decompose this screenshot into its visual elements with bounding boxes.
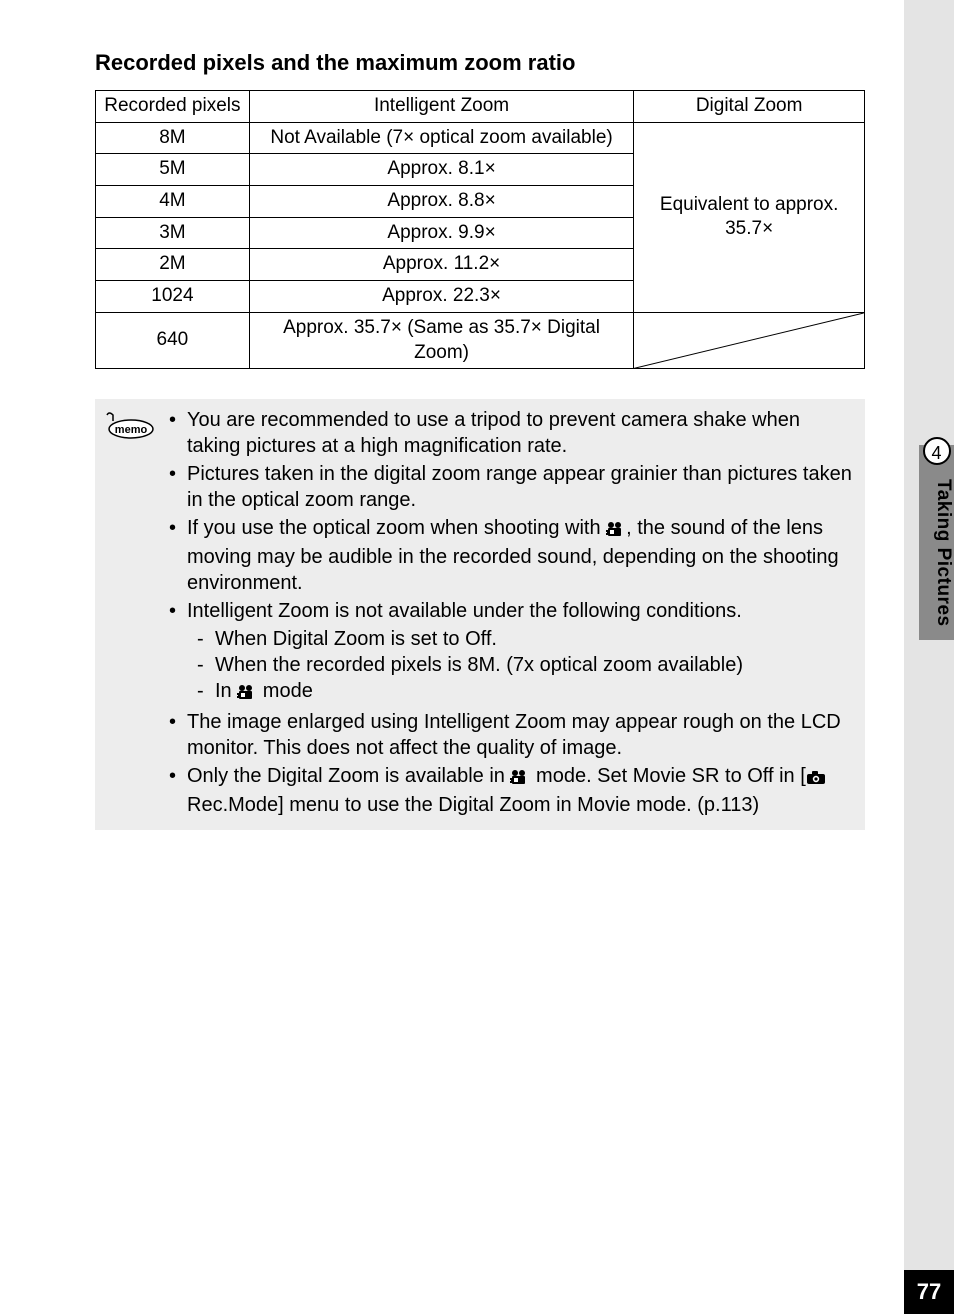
- cell-pixels: 2M: [96, 249, 250, 281]
- page-content: Recorded pixels and the maximum zoom rat…: [95, 50, 865, 830]
- memo-subitem: In mode: [197, 678, 855, 707]
- chapter-number-badge: 4: [923, 437, 951, 465]
- memo-item: Pictures taken in the digital zoom range…: [169, 461, 855, 513]
- cell-intelligent-zoom: Approx. 11.2×: [249, 249, 634, 281]
- cell-pixels: 5M: [96, 154, 250, 186]
- svg-text:memo: memo: [115, 424, 148, 436]
- page-number: 77: [904, 1270, 954, 1314]
- movie-mode-icon: [510, 766, 530, 792]
- section-heading: Recorded pixels and the maximum zoom rat…: [95, 50, 865, 76]
- cell-intelligent-zoom: Not Available (7× optical zoom available…: [249, 122, 634, 154]
- side-tab-strip: 4 Taking Pictures: [904, 0, 954, 1270]
- cell-intelligent-zoom: Approx. 22.3×: [249, 281, 634, 313]
- memo-item: The image enlarged using Intelligent Zoo…: [169, 709, 855, 761]
- camera-icon: [806, 766, 826, 792]
- cell-intelligent-zoom: Approx. 8.8×: [249, 186, 634, 218]
- movie-mode-icon: [237, 681, 257, 707]
- cell-digital-zoom: Equivalent to approx. 35.7×: [634, 122, 865, 312]
- table-header-row: Recorded pixels Intelligent Zoom Digital…: [96, 91, 865, 123]
- cell-intelligent-zoom: Approx. 35.7× (Same as 35.7× Digital Zoo…: [249, 312, 634, 368]
- memo-item: You are recommended to use a tripod to p…: [169, 407, 855, 459]
- memo-item: Only the Digital Zoom is available in mo…: [169, 763, 855, 818]
- memo-subitem: When Digital Zoom is set to Off.: [197, 626, 855, 652]
- cell-pixels: 4M: [96, 186, 250, 218]
- cell-pixels: 3M: [96, 217, 250, 249]
- table-row: 8MNot Available (7× optical zoom availab…: [96, 122, 865, 154]
- memo-block: memo You are recommended to use a tripod…: [95, 399, 865, 830]
- cell-digital-zoom-na: [634, 312, 865, 368]
- cell-pixels: 1024: [96, 281, 250, 313]
- memo-item: Intelligent Zoom is not available under …: [169, 598, 855, 707]
- side-tab-active: 4 Taking Pictures: [919, 445, 954, 640]
- chapter-label: Taking Pictures: [919, 477, 954, 637]
- cell-intelligent-zoom: Approx. 9.9×: [249, 217, 634, 249]
- memo-subitem: When the recorded pixels is 8M. (7x opti…: [197, 652, 855, 678]
- memo-item: If you use the optical zoom when shootin…: [169, 515, 855, 596]
- memo-icon: memo: [105, 409, 155, 444]
- movie-mode-icon: [606, 518, 626, 544]
- cell-intelligent-zoom: Approx. 8.1×: [249, 154, 634, 186]
- cell-pixels: 640: [96, 312, 250, 368]
- memo-sublist: When Digital Zoom is set to Off.When the…: [197, 626, 855, 707]
- memo-list: You are recommended to use a tripod to p…: [169, 407, 855, 820]
- cell-pixels: 8M: [96, 122, 250, 154]
- col-digital-zoom: Digital Zoom: [634, 91, 865, 123]
- col-recorded-pixels: Recorded pixels: [96, 91, 250, 123]
- table-row: 640Approx. 35.7× (Same as 35.7× Digital …: [96, 312, 865, 368]
- manual-page: 4 Taking Pictures 77 Recorded pixels and…: [0, 0, 954, 1314]
- zoom-ratio-table: Recorded pixels Intelligent Zoom Digital…: [95, 90, 865, 369]
- col-intelligent-zoom: Intelligent Zoom: [249, 91, 634, 123]
